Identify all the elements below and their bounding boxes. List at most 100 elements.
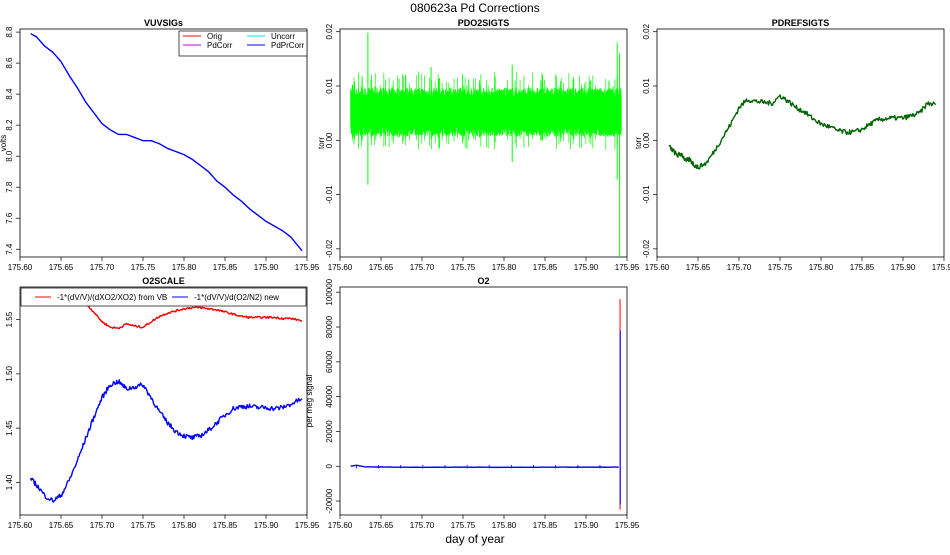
y-tick-label: 20000	[325, 420, 334, 443]
plot-frame	[339, 286, 628, 516]
y-tick-label: 7.8	[5, 181, 14, 193]
y-tick-label: 1.50	[5, 366, 14, 382]
y-tick-label: 8.0	[5, 150, 14, 162]
panel-4: O2SCALE 175.60 175.65 175.70 175.75 175.80 175…	[5, 276, 320, 530]
x-tick-label: 175.65	[369, 263, 394, 272]
y-tick-label: 8.4	[5, 88, 14, 100]
x-tick-label: 175.65	[49, 521, 74, 530]
plot-frame	[19, 286, 308, 516]
y-axis-label: torr	[317, 137, 326, 149]
x-tick-label: 175.60	[8, 263, 33, 272]
y-axis-label: per meg signal	[305, 375, 314, 428]
y-tick-label: -0.01	[642, 185, 651, 204]
y-tick-label: 0.00	[325, 132, 334, 148]
legend: Orig Uncorr PdCorr PdPrCorr	[178, 30, 308, 57]
x-tick-label: 175.75	[131, 263, 156, 272]
y-tick-label: 8.8	[5, 26, 14, 38]
series-line-pdref	[668, 94, 937, 170]
legend-entry: Uncorr	[271, 32, 295, 41]
x-tick-label: 175.70	[90, 521, 115, 530]
y-axis-label: torr	[634, 137, 643, 149]
y-tick-label: 0.01	[325, 78, 334, 94]
noise-spikes	[351, 71, 618, 150]
y-tick-label: 8.6	[5, 57, 14, 69]
y-tick-label: 0.01	[642, 78, 651, 94]
legend: -1*(dV/V)/(dXO2/XO2) from VB -1*(dV/V)/d(…	[20, 287, 307, 307]
y-tick-label: 80000	[325, 315, 334, 338]
y-tick-label: -0.02	[325, 239, 334, 258]
legend-box	[20, 287, 307, 307]
x-tick-label: 175.95	[295, 521, 320, 530]
panel-2: PDO2SIGTS 175.60 175.65 175.70 175.75 175.80 1…	[317, 18, 640, 272]
x-tick-label: 175.85	[850, 263, 875, 272]
x-tick-label: 175.65	[369, 521, 394, 530]
x-tick-label: 175.85	[213, 263, 238, 272]
x-tick-label: 175.90	[254, 521, 279, 530]
panel-title: O2	[477, 276, 489, 286]
legend-entry: PdPrCorr	[271, 41, 305, 50]
noise-band	[350, 87, 622, 137]
panel-1: VUVSIGs 175.60 175.65 175.70 175.75 175.80 175…	[0, 18, 320, 272]
x-tick-label: 175.95	[295, 263, 320, 272]
x-tick-label: 175.95	[615, 521, 640, 530]
y-tick-label: 7.6	[5, 212, 14, 224]
plot-area	[350, 32, 622, 257]
x-tick-label: 175.70	[410, 521, 435, 530]
panel-3: PDREFSIGTS 175.60 175.65 175.70 175.75 175.80…	[634, 18, 950, 272]
series-line-pdprcorr	[30, 33, 303, 252]
x-tick-label: 175.80	[809, 263, 834, 272]
x-tick-label: 175.95	[932, 263, 950, 272]
y-tick-label: -20000	[325, 488, 334, 513]
x-tick-label: 175.80	[492, 263, 517, 272]
y-axis-label: volts	[0, 135, 8, 151]
figure-x-label: day of year	[445, 532, 504, 546]
series-line-o2	[350, 464, 619, 469]
y-tick-label: 8.2	[5, 119, 14, 131]
legend-entry: -1*(dV/V)/(dXO2/XO2) from VB	[57, 293, 167, 302]
x-tick-label: 175.65	[686, 263, 711, 272]
x-tick-label: 175.70	[727, 263, 752, 272]
plot-frame	[656, 28, 945, 258]
legend-box	[178, 30, 308, 57]
x-tick-label: 175.85	[533, 263, 558, 272]
plot-area	[350, 299, 621, 510]
plot-area	[30, 33, 303, 252]
plot-area	[29, 292, 303, 503]
plot-area	[668, 94, 937, 170]
y-tick-label: -0.01	[325, 185, 334, 204]
y-tick-label: 0.00	[642, 132, 651, 148]
y-tick-label: 7.4	[5, 243, 14, 255]
x-tick-label: 175.75	[451, 263, 476, 272]
x-tick-label: 175.70	[410, 263, 435, 272]
y-tick-label: 0	[325, 463, 334, 468]
panel-title: PDO2SIGTS	[458, 18, 510, 28]
legend-entry: Orig	[207, 32, 222, 41]
x-tick-label: 175.90	[574, 521, 599, 530]
y-tick-label: 1.45	[5, 420, 14, 436]
plot-frame	[19, 28, 308, 258]
x-tick-label: 175.80	[172, 521, 197, 530]
figure-title: 080623a Pd Corrections	[410, 1, 539, 15]
y-tick-label: 60000	[325, 350, 334, 373]
x-tick-label: 175.80	[172, 263, 197, 272]
plot-frame	[339, 28, 628, 258]
y-tick-label: -0.02	[642, 239, 651, 258]
panel-title: VUVSIGs	[144, 18, 183, 28]
x-tick-label: 175.60	[8, 521, 33, 530]
x-tick-label: 175.60	[645, 263, 670, 272]
series-line-vb	[77, 292, 303, 330]
x-tick-label: 175.75	[768, 263, 793, 272]
x-tick-label: 175.90	[891, 263, 916, 272]
x-tick-label: 175.65	[49, 263, 74, 272]
series-line-new	[29, 379, 303, 503]
x-tick-label: 175.60	[328, 263, 353, 272]
baseline-marks	[356, 465, 601, 469]
panel-title: O2SCALE	[142, 276, 185, 286]
y-tick-label: 100000	[325, 278, 334, 305]
x-tick-label: 175.90	[254, 263, 279, 272]
x-tick-label: 175.90	[574, 263, 599, 272]
legend-entry: PdCorr	[207, 41, 233, 50]
x-tick-label: 175.75	[131, 521, 156, 530]
